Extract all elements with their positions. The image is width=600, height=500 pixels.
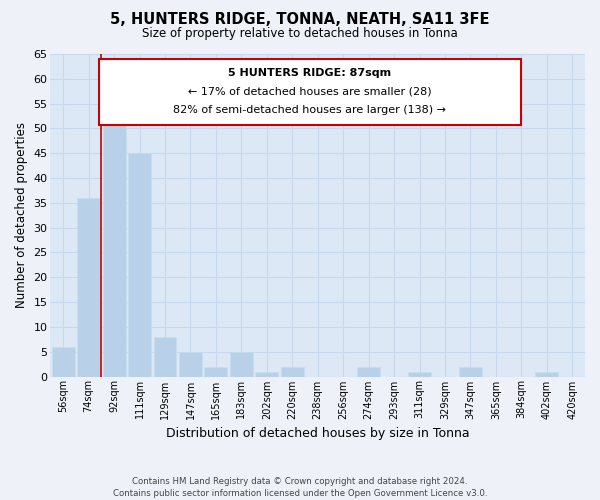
Bar: [154, 337, 176, 376]
X-axis label: Distribution of detached houses by size in Tonna: Distribution of detached houses by size …: [166, 427, 470, 440]
Text: Size of property relative to detached houses in Tonna: Size of property relative to detached ho…: [142, 28, 458, 40]
Bar: [357, 366, 380, 376]
FancyBboxPatch shape: [98, 59, 521, 125]
Bar: [408, 372, 431, 376]
Bar: [205, 366, 227, 376]
Bar: [535, 372, 558, 376]
Text: 5 HUNTERS RIDGE: 87sqm: 5 HUNTERS RIDGE: 87sqm: [228, 68, 391, 78]
Bar: [459, 366, 482, 376]
Bar: [128, 153, 151, 376]
Bar: [256, 372, 278, 376]
Text: ← 17% of detached houses are smaller (28): ← 17% of detached houses are smaller (28…: [188, 87, 431, 97]
Y-axis label: Number of detached properties: Number of detached properties: [15, 122, 28, 308]
Bar: [281, 366, 304, 376]
Bar: [103, 114, 125, 376]
Bar: [230, 352, 253, 376]
Bar: [77, 198, 100, 376]
Text: 5, HUNTERS RIDGE, TONNA, NEATH, SA11 3FE: 5, HUNTERS RIDGE, TONNA, NEATH, SA11 3FE: [110, 12, 490, 28]
Bar: [179, 352, 202, 376]
Bar: [52, 346, 74, 376]
Text: Contains HM Land Registry data © Crown copyright and database right 2024.
Contai: Contains HM Land Registry data © Crown c…: [113, 476, 487, 498]
Text: 82% of semi-detached houses are larger (138) →: 82% of semi-detached houses are larger (…: [173, 106, 446, 116]
